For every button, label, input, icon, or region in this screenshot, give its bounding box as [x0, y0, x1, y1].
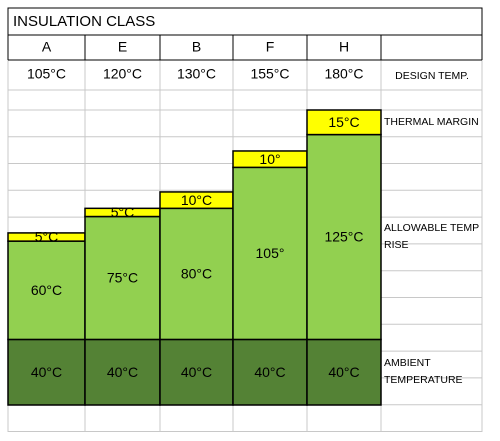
value-label: 80°C — [181, 266, 212, 282]
total-label: 130°C — [177, 66, 216, 82]
total-label: 180°C — [324, 66, 363, 82]
legend-entry: AMBIENT TEMPERATURE — [384, 357, 463, 387]
value-label: 40°C — [328, 364, 359, 380]
value-label: 15°C — [328, 114, 359, 130]
value-label: 75°C — [107, 270, 138, 286]
totals-name: DESIGN TEMP. — [395, 70, 469, 82]
legend-entry: THERMAL MARGIN — [384, 115, 479, 128]
bar-segment — [7, 338, 86, 406]
value-label: 40°C — [107, 364, 138, 380]
value-label: 10° — [259, 151, 280, 167]
bar-segment — [306, 133, 382, 341]
chart-title: INSULATION CLASS — [13, 13, 155, 30]
value-label: 125°C — [324, 229, 363, 245]
x-tick-label: F — [266, 39, 275, 55]
x-tick-label: B — [192, 39, 201, 55]
title-cell — [7, 7, 483, 36]
x-tick-label: A — [42, 39, 52, 55]
value-label: 40°C — [254, 364, 285, 380]
value-label: 105° — [256, 245, 285, 261]
total-label: 105°C — [27, 66, 66, 82]
value-label: 60°C — [31, 282, 62, 298]
bar-segment — [232, 338, 308, 406]
total-label: 120°C — [103, 66, 142, 82]
value-label: 40°C — [181, 364, 212, 380]
total-label: 155°C — [250, 66, 289, 82]
legend-entry: ALLOWABLE TEMP RISE — [384, 222, 479, 251]
value-label: 10°C — [181, 192, 212, 208]
bar-segment — [84, 338, 161, 406]
value-label: 5°C — [111, 204, 135, 220]
value-label: 5°C — [35, 229, 59, 245]
bar-segment — [306, 338, 382, 406]
x-tick-label: H — [339, 39, 349, 55]
bar-segment — [84, 215, 161, 341]
bar-segment — [159, 338, 234, 406]
bar-segment — [306, 109, 382, 136]
x-tick-label: E — [118, 39, 127, 55]
value-label: 40°C — [31, 364, 62, 380]
